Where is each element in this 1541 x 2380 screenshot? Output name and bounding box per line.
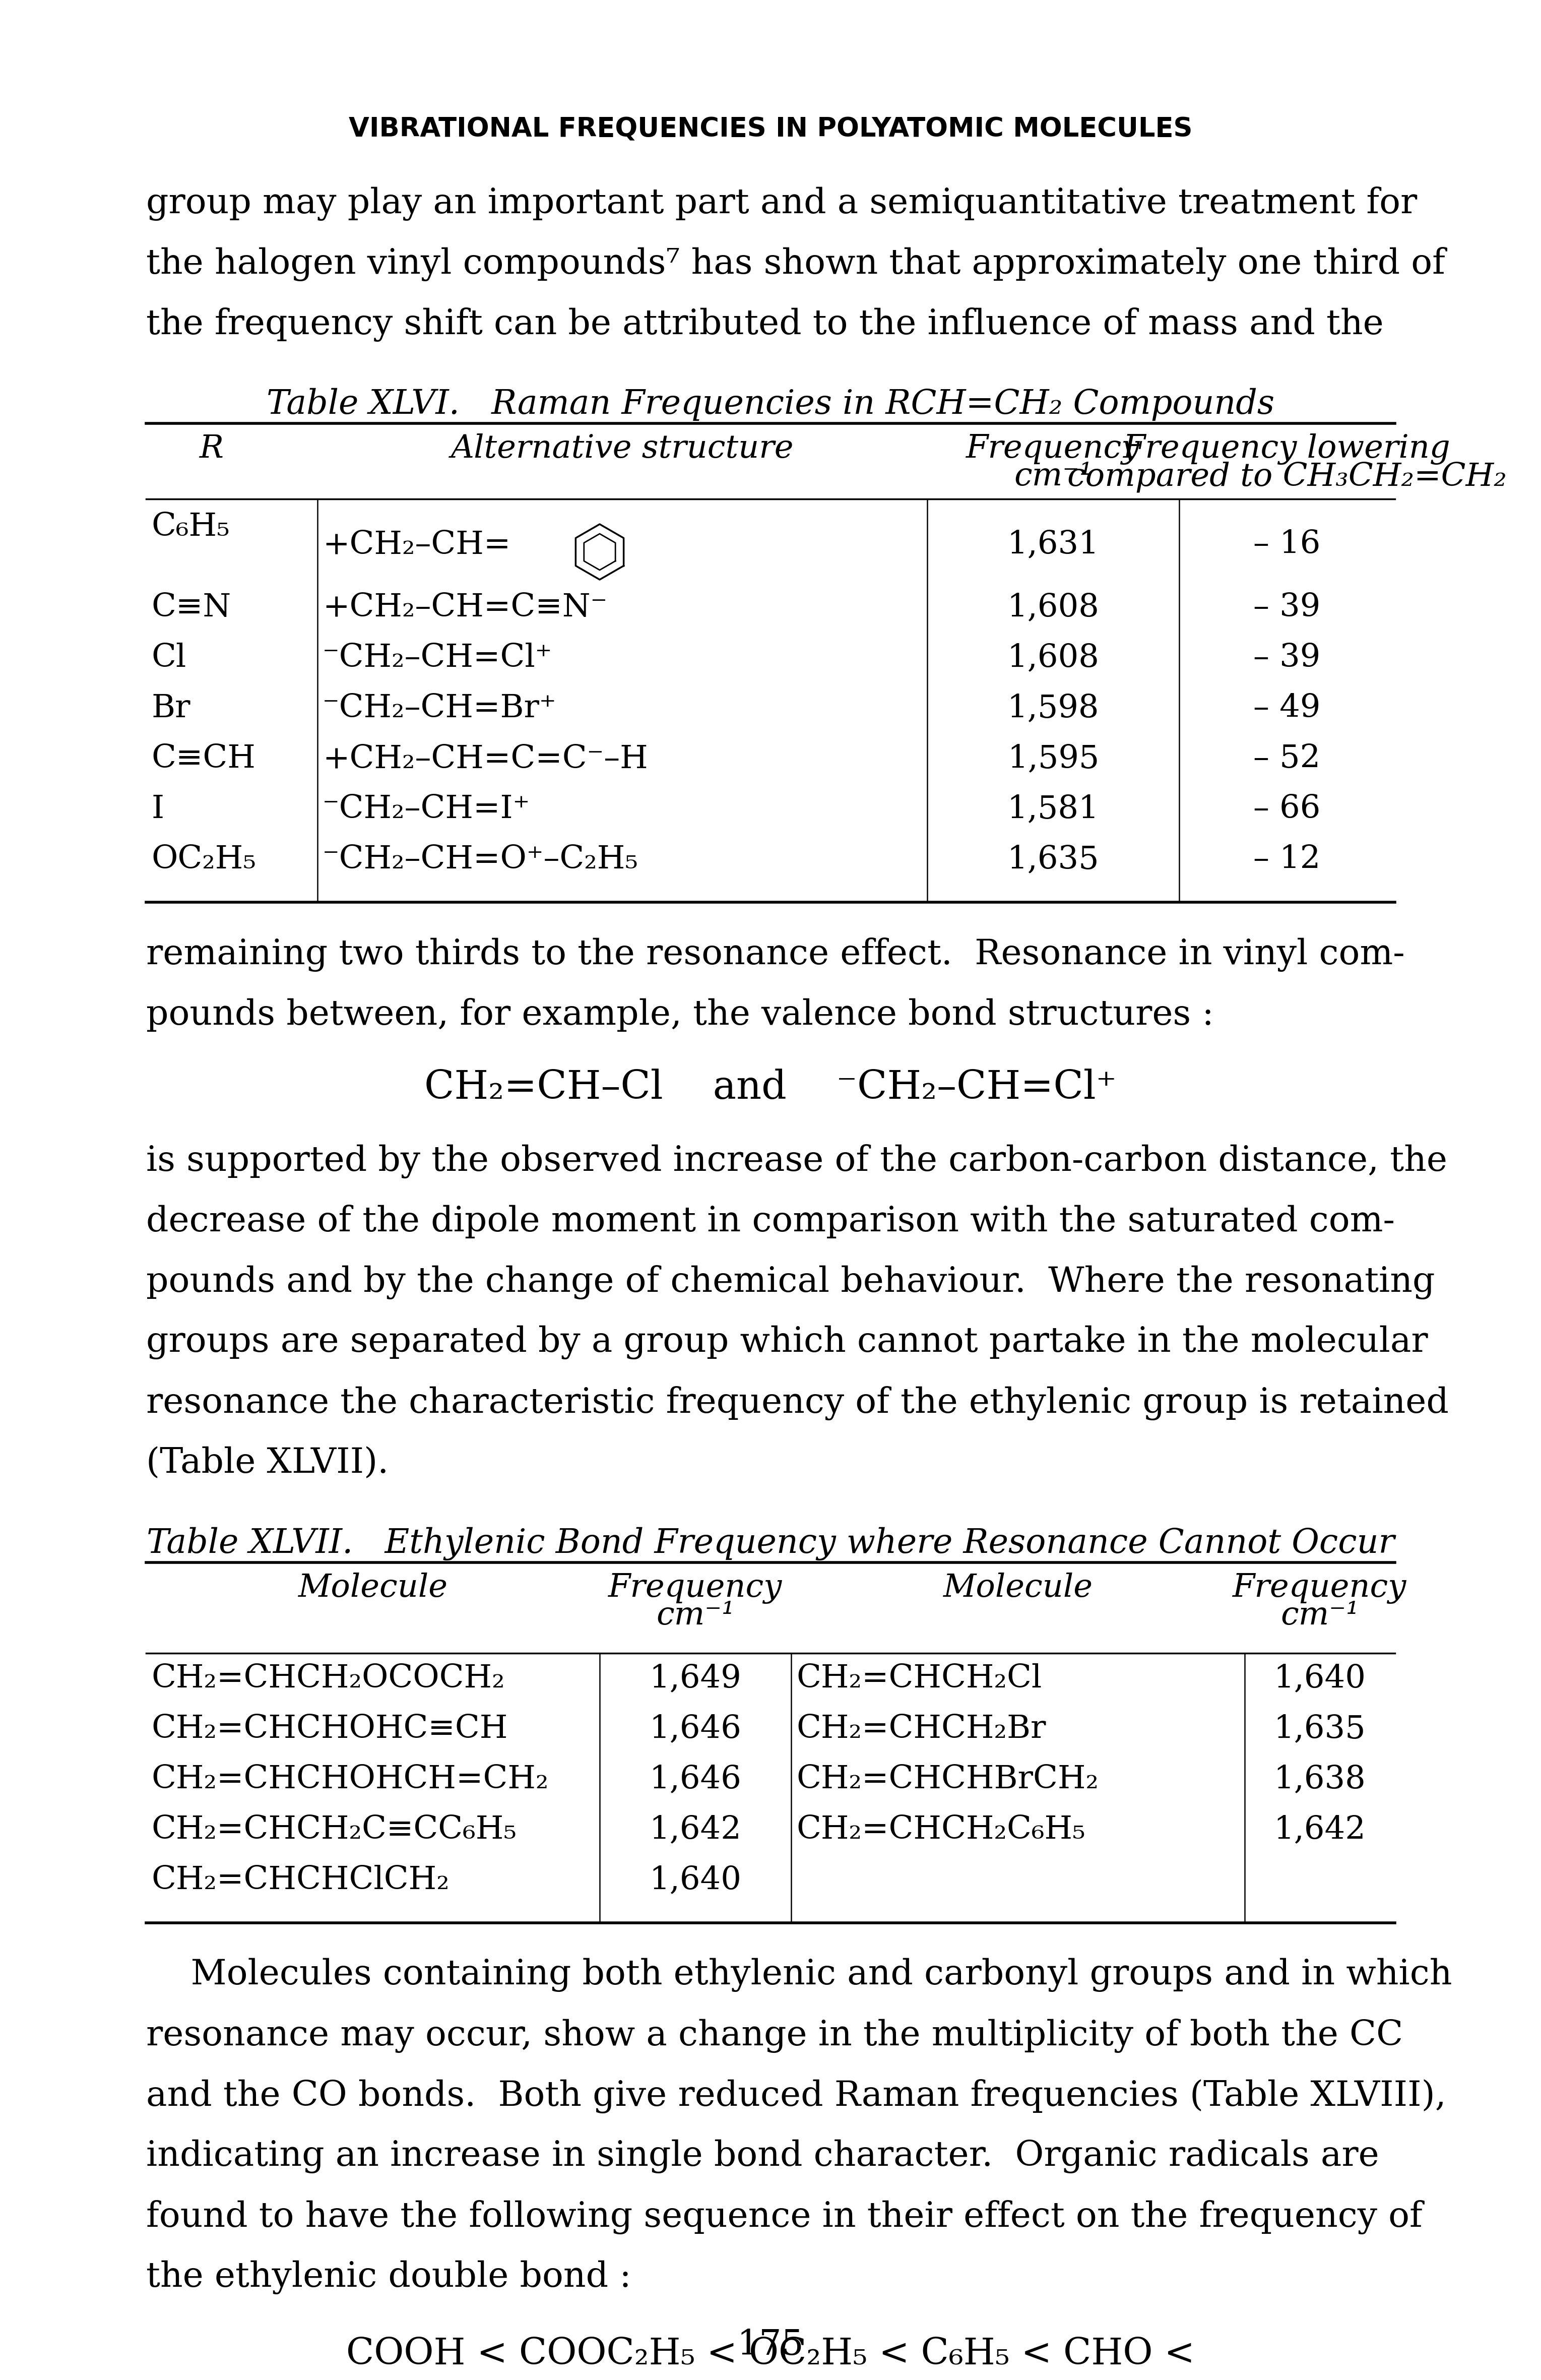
Text: 1,642: 1,642 [1274,1814,1365,1845]
Text: – 49: – 49 [1253,693,1321,724]
Text: group may play an important part and a semiquantitative treatment for: group may play an important part and a s… [146,186,1418,221]
Text: C≡N: C≡N [151,593,231,624]
Text: C≡CH: C≡CH [151,743,256,774]
Text: Molecule: Molecule [943,1573,1093,1604]
Text: I: I [151,795,163,823]
Text: 1,635: 1,635 [1274,1714,1365,1745]
Text: Frequency: Frequency [1233,1573,1407,1604]
Text: CH₂=CHCH₂C≡CC₆H₅: CH₂=CHCH₂C≡CC₆H₅ [151,1814,516,1845]
Text: Table XLVI.   Raman Frequencies in RCH=CH₂ Compounds: Table XLVI. Raman Frequencies in RCH=CH₂… [267,388,1274,421]
Text: 1,642: 1,642 [649,1814,741,1845]
Text: the frequency shift can be attributed to the influence of mass and the: the frequency shift can be attributed to… [146,307,1384,343]
Text: 1,646: 1,646 [649,1764,741,1795]
Text: CH₂=CHCH₂OCOCH₂: CH₂=CHCH₂OCOCH₂ [151,1664,505,1695]
Text: cm⁻¹: cm⁻¹ [1281,1599,1359,1630]
Text: Cl: Cl [151,643,186,674]
Text: pounds and by the change of chemical behaviour.  Where the resonating: pounds and by the change of chemical beh… [146,1266,1435,1299]
Text: Frequency: Frequency [966,433,1140,464]
Text: 1,640: 1,640 [1274,1664,1365,1695]
Text: CH₂=CHCH₂C₆H₅: CH₂=CHCH₂C₆H₅ [797,1814,1085,1845]
Text: found to have the following sequence in their effect on the frequency of: found to have the following sequence in … [146,2199,1422,2235]
Text: ⁻CH₂–CH=O⁺–C₂H₅: ⁻CH₂–CH=O⁺–C₂H₅ [322,845,638,876]
Text: CH₂=CHCHBrCH₂: CH₂=CHCHBrCH₂ [797,1764,1099,1795]
Text: indicating an increase in single bond character.  Organic radicals are: indicating an increase in single bond ch… [146,2140,1379,2173]
Text: is supported by the observed increase of the carbon-carbon distance, the: is supported by the observed increase of… [146,1145,1447,1178]
Text: cm⁻¹: cm⁻¹ [656,1599,735,1630]
Text: ⁻CH₂–CH=Br⁺: ⁻CH₂–CH=Br⁺ [322,693,556,724]
Text: 1,649: 1,649 [649,1664,741,1695]
Text: +CH₂–CH=C≡N⁻: +CH₂–CH=C≡N⁻ [322,593,607,624]
Text: 175: 175 [737,2328,804,2361]
Text: decrease of the dipole moment in comparison with the saturated com-: decrease of the dipole moment in compari… [146,1204,1395,1238]
Text: resonance the characteristic frequency of the ethylenic group is retained: resonance the characteristic frequency o… [146,1385,1449,1421]
Text: Table XLVII.   Ethylenic Bond Frequency where Resonance Cannot Occur: Table XLVII. Ethylenic Bond Frequency wh… [146,1528,1395,1561]
Text: 1,640: 1,640 [649,1866,741,1897]
Text: – 12: – 12 [1253,845,1321,876]
Text: +CH₂–CH=C=C⁻–H: +CH₂–CH=C=C⁻–H [322,743,647,774]
Text: 1,608: 1,608 [1008,593,1099,624]
Text: OC₂H₅: OC₂H₅ [151,845,256,876]
Text: Alternative structure: Alternative structure [452,433,794,464]
Text: VIBRATIONAL FREQUENCIES IN POLYATOMIC MOLECULES: VIBRATIONAL FREQUENCIES IN POLYATOMIC MO… [348,117,1193,143]
Text: Frequency lowering: Frequency lowering [1123,433,1450,464]
Text: C₆H₅: C₆H₅ [151,512,230,543]
Text: Frequency: Frequency [609,1573,783,1604]
Text: and the CO bonds.  Both give reduced Raman frequencies (Table XLVIII),: and the CO bonds. Both give reduced Rama… [146,2080,1445,2113]
Text: compared to CH₃CH₂=CH₂: compared to CH₃CH₂=CH₂ [1068,462,1507,493]
Text: 1,608: 1,608 [1008,643,1099,674]
Text: Molecule: Molecule [297,1573,448,1604]
Text: cm⁻¹: cm⁻¹ [1014,462,1093,493]
Text: 1,581: 1,581 [1008,795,1099,823]
Text: – 16: – 16 [1253,528,1321,559]
Text: (Table XLVII).: (Table XLVII). [146,1447,388,1480]
Text: 1,598: 1,598 [1008,693,1099,724]
Text: 1,595: 1,595 [1008,743,1099,774]
Text: the halogen vinyl compounds⁷ has shown that approximately one third of: the halogen vinyl compounds⁷ has shown t… [146,248,1445,281]
Text: 1,635: 1,635 [1008,845,1099,876]
Text: CH₂=CHCH₂Cl: CH₂=CHCH₂Cl [797,1664,1042,1695]
Text: the ethylenic double bond :: the ethylenic double bond : [146,2261,632,2294]
Text: CH₂=CHCH₂Br: CH₂=CHCH₂Br [797,1714,1046,1745]
Text: – 39: – 39 [1253,593,1321,624]
Text: +CH₂–CH=: +CH₂–CH= [322,528,510,559]
Text: CH₂=CHCHClCH₂: CH₂=CHCHClCH₂ [151,1866,450,1897]
Text: Br: Br [151,693,190,724]
Text: ⁻CH₂–CH=I⁺: ⁻CH₂–CH=I⁺ [322,795,530,823]
Text: 1,646: 1,646 [649,1714,741,1745]
Text: CH₂=CHCHOHC≡CH: CH₂=CHCHOHC≡CH [151,1714,507,1745]
Text: 1,631: 1,631 [1008,528,1099,559]
Text: resonance may occur, show a change in the multiplicity of both the CC: resonance may occur, show a change in th… [146,2018,1402,2054]
Text: remaining two thirds to the resonance effect.  Resonance in vinyl com-: remaining two thirds to the resonance ef… [146,938,1405,971]
Text: – 39: – 39 [1253,643,1321,674]
Text: CH₂=CHCHOHCH=CH₂: CH₂=CHCHOHCH=CH₂ [151,1764,549,1795]
Text: 1,638: 1,638 [1274,1764,1365,1795]
Text: CH₂=CH–Cl    and    ⁻CH₂–CH=Cl⁺: CH₂=CH–Cl and ⁻CH₂–CH=Cl⁺ [424,1069,1117,1107]
Text: pounds between, for example, the valence bond structures :: pounds between, for example, the valence… [146,997,1214,1033]
Text: – 52: – 52 [1253,743,1321,774]
Text: groups are separated by a group which cannot partake in the molecular: groups are separated by a group which ca… [146,1326,1429,1359]
Text: Molecules containing both ethylenic and carbonyl groups and in which: Molecules containing both ethylenic and … [146,1959,1452,1992]
Text: ⁻CH₂–CH=Cl⁺: ⁻CH₂–CH=Cl⁺ [322,643,553,674]
Text: COOH < COOC₂H₅ < OC₂H₅ < C₆H₅ < CHO <: COOH < COOC₂H₅ < OC₂H₅ < C₆H₅ < CHO < [347,2337,1194,2373]
Text: – 66: – 66 [1253,795,1321,823]
Text: R: R [199,433,223,464]
